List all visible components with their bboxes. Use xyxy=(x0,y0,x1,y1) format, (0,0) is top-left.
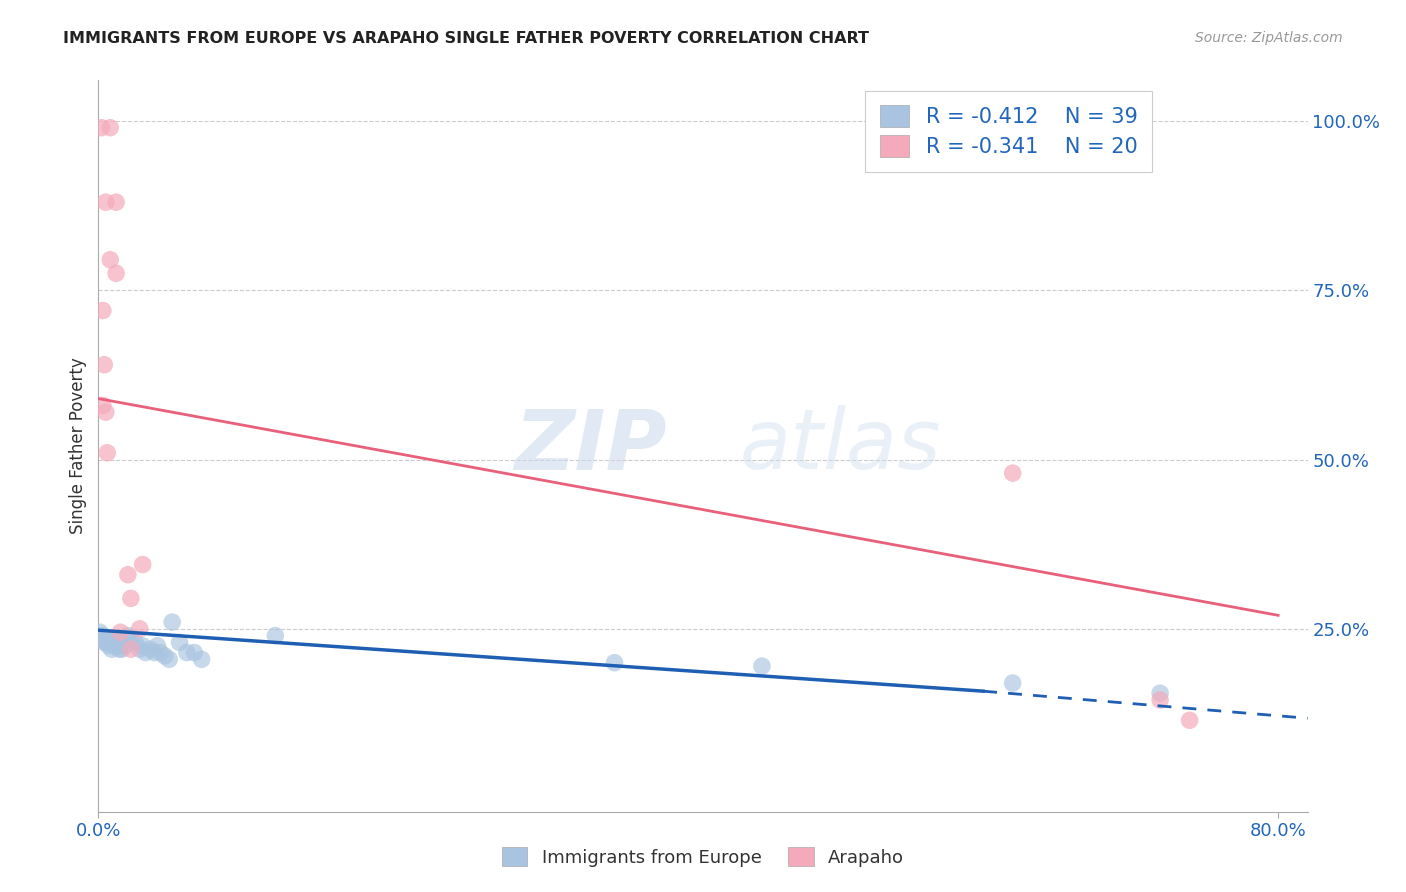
Point xyxy=(100,642,122,657)
Y-axis label: Single Father Poverty: Single Father Poverty xyxy=(69,358,87,534)
Point xyxy=(135,646,157,660)
Point xyxy=(143,646,166,660)
Point xyxy=(183,646,205,660)
Legend: Immigrants from Europe, Arapaho: Immigrants from Europe, Arapaho xyxy=(495,840,911,874)
Point xyxy=(90,632,112,646)
Point xyxy=(1149,686,1171,700)
Legend: R = -0.412    N = 39, R = -0.341    N = 20: R = -0.412 N = 39, R = -0.341 N = 20 xyxy=(865,91,1152,171)
Point xyxy=(93,358,115,372)
Point xyxy=(110,635,132,649)
Point xyxy=(160,615,183,629)
Point xyxy=(603,656,626,670)
Text: IMMIGRANTS FROM EUROPE VS ARAPAHO SINGLE FATHER POVERTY CORRELATION CHART: IMMIGRANTS FROM EUROPE VS ARAPAHO SINGLE… xyxy=(63,31,869,46)
Point xyxy=(93,635,115,649)
Point xyxy=(101,635,124,649)
Point xyxy=(149,646,172,660)
Point xyxy=(91,398,114,412)
Point xyxy=(94,405,117,419)
Text: ZIP: ZIP xyxy=(515,406,666,486)
Text: atlas: atlas xyxy=(740,406,941,486)
Point xyxy=(117,629,139,643)
Point xyxy=(94,632,117,646)
Point xyxy=(107,639,129,653)
Point xyxy=(120,642,142,657)
Point xyxy=(90,120,112,135)
Point xyxy=(96,635,118,649)
Point xyxy=(94,195,117,210)
Point xyxy=(91,303,114,318)
Point xyxy=(176,646,198,660)
Point xyxy=(108,642,131,657)
Point xyxy=(190,652,212,666)
Point xyxy=(96,446,118,460)
Point xyxy=(105,632,128,646)
Point xyxy=(120,632,142,646)
Point xyxy=(110,625,132,640)
Point xyxy=(105,195,128,210)
Point xyxy=(146,639,169,653)
Point xyxy=(111,642,134,657)
Text: Source: ZipAtlas.com: Source: ZipAtlas.com xyxy=(1195,31,1343,45)
Point xyxy=(91,629,114,643)
Point xyxy=(153,648,176,663)
Point xyxy=(139,642,162,657)
Point xyxy=(1178,714,1201,728)
Point xyxy=(97,639,120,653)
Point xyxy=(264,629,287,643)
Point xyxy=(131,558,153,572)
Point xyxy=(120,591,142,606)
Point xyxy=(131,639,153,653)
Point xyxy=(104,639,127,653)
Point xyxy=(89,625,111,640)
Point xyxy=(98,252,121,267)
Point xyxy=(157,652,180,666)
Point xyxy=(1149,693,1171,707)
Point xyxy=(1001,466,1024,480)
Point xyxy=(105,266,128,280)
Point xyxy=(1001,676,1024,690)
Point xyxy=(98,632,121,646)
Point xyxy=(98,120,121,135)
Point xyxy=(128,622,150,636)
Point xyxy=(169,635,191,649)
Point xyxy=(124,635,146,649)
Point xyxy=(117,567,139,582)
Point xyxy=(114,639,136,653)
Point xyxy=(751,659,773,673)
Point xyxy=(128,642,150,657)
